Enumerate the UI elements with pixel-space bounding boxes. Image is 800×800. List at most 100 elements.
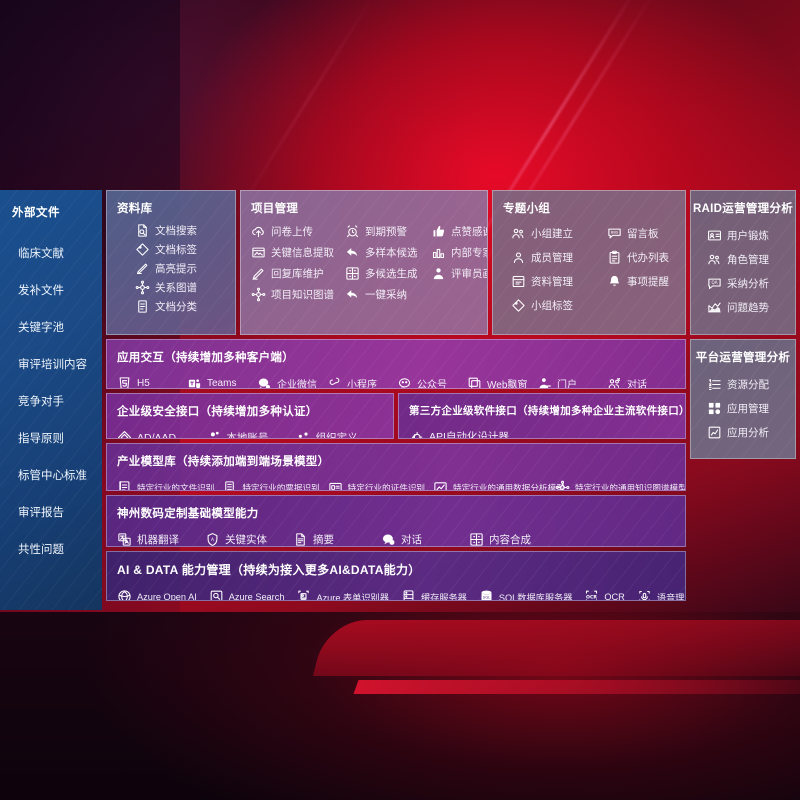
bell-icon: [607, 274, 622, 289]
ai-data-item[interactable]: Azure Search: [209, 589, 284, 600]
base-model-item[interactable]: A 关键实体: [205, 532, 293, 546]
ai-data-item[interactable]: OCR OCR: [584, 589, 625, 601]
cache-server-icon: [401, 589, 416, 600]
raid-item[interactable]: 问题趋势: [707, 300, 787, 315]
ai-data-item[interactable]: Azure Open AI: [117, 589, 197, 600]
project-item[interactable]: 问卷上传: [251, 224, 345, 239]
project-item[interactable]: 一键采纳: [345, 287, 431, 302]
row-title-base-model: 神州数码定制基础模型能力: [117, 508, 259, 520]
feature-label: 机器翻译: [137, 534, 179, 546]
project-item[interactable]: 点赞感谢: [431, 224, 487, 239]
feature-label: 公众号: [417, 380, 447, 389]
project-item[interactable]: 项目知识图谱: [251, 287, 345, 302]
search-box-icon: [209, 589, 224, 600]
security-item[interactable]: AD/AAD: [117, 430, 206, 438]
row-title-security: 企业级安全接口（持续增加多种认证）: [117, 406, 318, 418]
row-title-api: 第三方企业级软件接口（持续增加多种企业主流软件接口）: [409, 405, 686, 417]
model-item[interactable]: 特定行业的通用知识图谱模型: [555, 480, 685, 490]
row-title-ai-data: AI & DATA 能力管理（持续为接入更多AI&DATA能力）: [117, 563, 421, 577]
project-item[interactable]: 评审员画像: [431, 266, 487, 281]
feature-label: 应用分析: [727, 427, 769, 439]
knowledge-base-item[interactable]: 文档搜索: [135, 223, 227, 238]
model-item[interactable]: 特定行业的通用数据分析模型: [433, 480, 565, 490]
reply-arrow-icon: [345, 245, 360, 260]
group-item[interactable]: 事项提醒: [607, 274, 677, 289]
model-item[interactable]: 特定行业的证件识别: [328, 480, 433, 490]
feature-label: 关键实体: [225, 534, 267, 546]
group-item[interactable]: 资料管理: [511, 274, 607, 289]
feature-label: 语音理解: [656, 592, 685, 601]
interaction-item[interactable]: 公众号: [397, 376, 467, 389]
data-analysis-icon: [433, 480, 448, 490]
ai-data-item[interactable]: 语音理解: [637, 589, 685, 601]
interaction-item[interactable]: H5: [117, 376, 187, 388]
interaction-item[interactable]: 对话: [607, 376, 677, 389]
cloud-upload-icon: [251, 224, 266, 239]
interaction-item[interactable]: 企业微信: [257, 376, 327, 388]
feature-label: OCR: [604, 591, 625, 601]
feature-label: 小程序: [347, 380, 377, 389]
group-item[interactable]: 小组标签: [511, 298, 607, 313]
knowledge-base-item[interactable]: 关系图谱: [135, 280, 227, 295]
ai-data-item[interactable]: Azure 表单识别器: [296, 589, 389, 600]
sidebar-item[interactable]: 发补文件: [18, 285, 64, 297]
interaction-item[interactable]: Teams: [187, 376, 257, 388]
sidebar-item[interactable]: 审评报告: [18, 507, 64, 519]
feature-label: 摘要: [313, 534, 334, 546]
project-item[interactable]: 多样本候选: [345, 245, 431, 260]
raid-item[interactable]: 角色管理: [707, 252, 787, 267]
security-item[interactable]: 组织定义: [296, 430, 385, 438]
feature-label: 关键信息提取: [271, 247, 334, 259]
base-model-item[interactable]: 内容合成: [469, 532, 557, 546]
api-item[interactable]: API自动化设计器: [409, 429, 509, 438]
project-item[interactable]: 内部专家排名: [431, 245, 487, 260]
model-item[interactable]: 特定行业的文件识别: [117, 480, 222, 490]
security-item[interactable]: 本地账号: [206, 430, 295, 438]
row-title-interaction: 应用交互（持续增加多种客户端）: [117, 352, 294, 364]
sidebar-item[interactable]: 竞争对手: [18, 396, 64, 408]
feature-label: 缓存服务器: [420, 592, 467, 601]
ai-data-item[interactable]: 缓存服务器: [401, 589, 467, 601]
platform-item[interactable]: 资源分配: [707, 377, 787, 392]
project-item[interactable]: 回复库维护: [251, 266, 345, 281]
platform-item[interactable]: 应用分析: [707, 425, 787, 440]
base-model-item[interactable]: 机器翻译: [117, 532, 205, 546]
interaction-item[interactable]: Web飘窗: [467, 376, 537, 388]
sidebar-item[interactable]: 审评培训内容: [18, 359, 87, 371]
sidebar-item[interactable]: 临床文献: [18, 248, 64, 260]
sidebar-item[interactable]: 指导原则: [18, 433, 64, 445]
graph-network-icon: [135, 280, 150, 295]
base-model-item[interactable]: 摘要: [293, 532, 381, 546]
dashboard: 外部文件 临床文献发补文件关键字池审评培训内容 竞争对手指导原则标管中心标准 审评报…: [0, 190, 800, 610]
portal-icon: [537, 376, 552, 388]
sidebar-title: 外部文件: [12, 207, 60, 219]
tag-icon: [135, 242, 150, 257]
sidebar-item[interactable]: 关键字池: [18, 322, 64, 334]
project-item[interactable]: 关键信息提取: [251, 245, 345, 260]
base-model-item[interactable]: 对话: [381, 532, 469, 546]
project-item[interactable]: 多候选生成: [345, 266, 431, 281]
group-item[interactable]: BBS 留言板: [607, 226, 677, 241]
model-item[interactable]: 特定行业的票据识别: [222, 480, 327, 490]
raid-item[interactable]: 用户锻炼: [707, 228, 787, 243]
ai-data-item[interactable]: SQL SQL数据库服务器: [479, 589, 572, 600]
knowledge-base-item[interactable]: 高亮提示: [135, 261, 227, 276]
sql-database-icon: SQL: [479, 589, 494, 600]
panel-platform-analysis: 平台运营管理分析 资源分配 应用管理 应用分析: [690, 339, 796, 459]
group-item[interactable]: 代办列表: [607, 250, 677, 265]
knowledge-base-item[interactable]: 文档标签: [135, 242, 227, 257]
graph-network-icon: [251, 287, 266, 302]
knowledge-base-item[interactable]: 文档分类: [135, 299, 227, 314]
svg-text:OCR: OCR: [586, 594, 597, 600]
feature-label: 对话: [627, 380, 647, 389]
interaction-item[interactable]: 门户: [537, 376, 607, 388]
sidebar-item[interactable]: 标管中心标准: [18, 470, 87, 482]
platform-item[interactable]: 应用管理: [707, 401, 787, 416]
project-item[interactable]: 到期预警: [345, 224, 431, 239]
sidebar-item[interactable]: 共性问题: [18, 544, 64, 556]
group-item[interactable]: 成员管理: [511, 250, 607, 265]
group-item[interactable]: 小组建立: [511, 226, 607, 241]
chat-bubble-icon: [381, 532, 396, 546]
interaction-item[interactable]: 小程序: [327, 376, 397, 389]
raid-item[interactable]: QA 采纳分析: [707, 276, 787, 291]
